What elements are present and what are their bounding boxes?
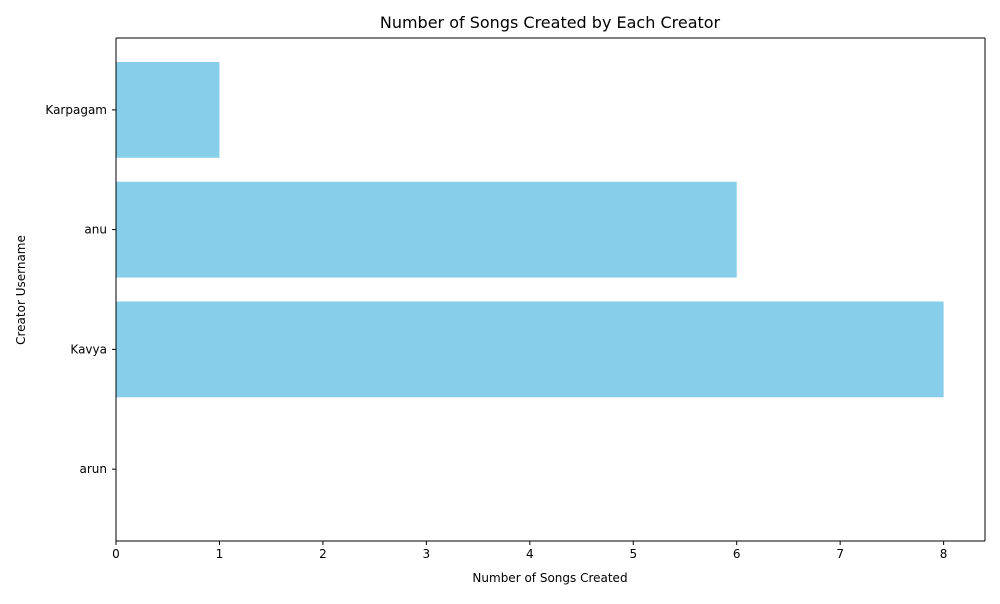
x-tick-label: 4 <box>526 547 534 561</box>
bar-anu <box>116 181 737 278</box>
x-axis-label: Number of Songs Created <box>472 571 627 585</box>
x-axis-ticks: 0 1 2 3 4 5 6 7 8 <box>112 541 947 561</box>
plot-frame <box>115 37 986 542</box>
chart-title: Number of Songs Created by Each Creator <box>380 13 721 32</box>
x-tick-label: 7 <box>836 547 844 561</box>
x-tick-label: 6 <box>733 547 741 561</box>
x-tick-label: 2 <box>319 547 327 561</box>
x-tick-label: 3 <box>423 547 431 561</box>
y-axis-label: Creator Username <box>14 235 28 345</box>
bar-karpagam <box>116 61 220 158</box>
x-tick-label: 8 <box>940 547 948 561</box>
y-tick-label: Karpagam <box>45 103 107 117</box>
y-tick-label: arun <box>80 462 108 476</box>
x-tick-label: 1 <box>216 547 224 561</box>
y-tick-label: Kavya <box>70 342 107 356</box>
y-tick-label: anu <box>84 223 107 237</box>
bar-kavya <box>116 301 944 398</box>
bars-group <box>116 61 944 398</box>
x-tick-label: 5 <box>629 547 637 561</box>
x-tick-label: 0 <box>112 547 120 561</box>
y-axis-ticks: arun Kavya anu Karpagam <box>45 103 116 476</box>
